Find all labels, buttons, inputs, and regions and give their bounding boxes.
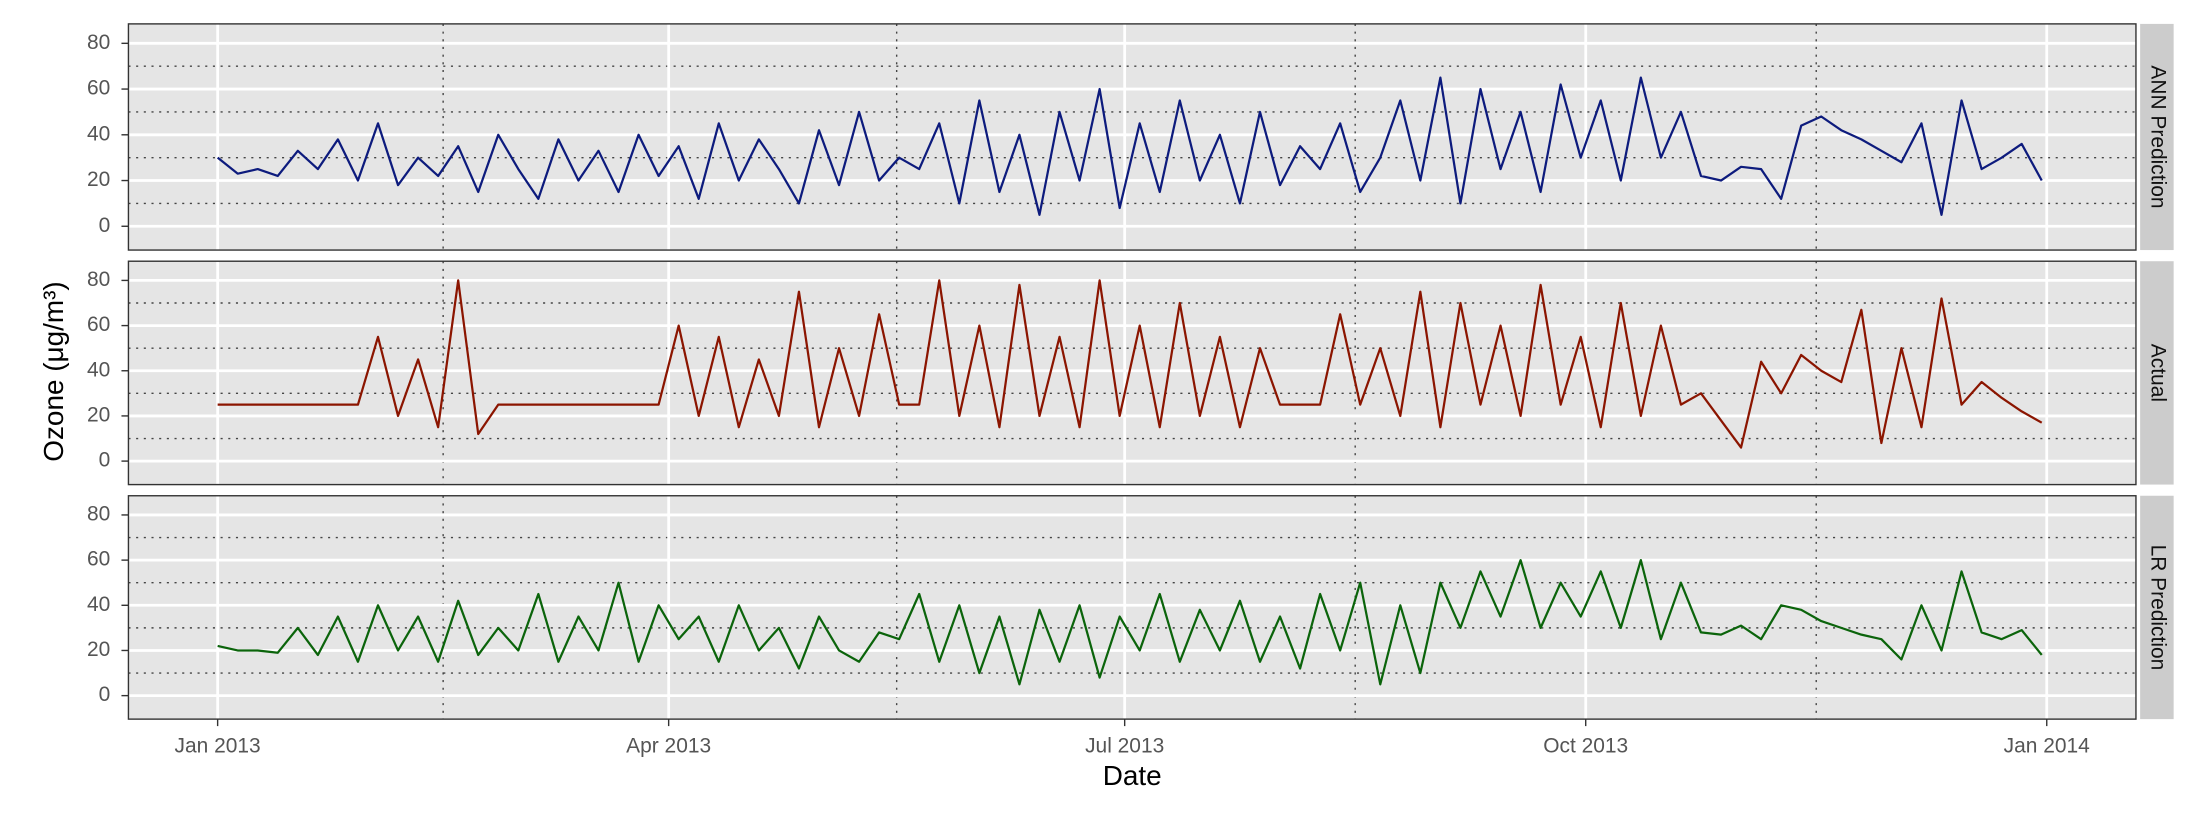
y-tick-label: 20 (87, 403, 110, 426)
panel-background (128, 495, 2136, 720)
y-tick-label: 40 (87, 593, 110, 616)
x-tick-label: Jan 2014 (2004, 735, 2091, 758)
y-tick-label: 20 (87, 168, 110, 191)
strip (2140, 495, 2174, 720)
y-tick-label: 40 (87, 122, 110, 145)
y-tick-label: 0 (99, 683, 111, 706)
y-tick-label: 80 (87, 31, 110, 54)
strip (2140, 261, 2174, 485)
panel-border (127, 23, 2137, 251)
series-line (217, 559, 2043, 686)
strip-label: ANN Prediction (2146, 65, 2169, 208)
panel-background (128, 23, 2136, 251)
y-tick-label: 60 (87, 77, 110, 100)
strip (2140, 23, 2174, 251)
strip-label: LR Prediction (2146, 545, 2169, 671)
y-tick-label: 80 (87, 502, 110, 525)
x-tick-label: Jul 2013 (1085, 735, 1164, 758)
strip-label: Actual (2146, 344, 2169, 402)
x-tick-label: Oct 2013 (1543, 735, 1628, 758)
y-tick-label: 60 (87, 548, 110, 571)
series-line (216, 76, 2043, 216)
y-tick-label: 0 (99, 214, 111, 237)
panel-background (128, 261, 2136, 485)
y-tick-label: 20 (87, 638, 110, 661)
y-tick-label: 80 (87, 268, 110, 291)
y-tick-label: 0 (99, 449, 111, 472)
x-tick-label: Apr 2013 (626, 735, 711, 758)
y-tick-label: 60 (87, 313, 110, 336)
x-tick-label: Jan 2013 (175, 735, 261, 758)
panel-border (127, 495, 2137, 720)
x-axis-label: Date (1103, 760, 1162, 791)
panel-border (127, 260, 2137, 486)
y-tick-label: 40 (87, 358, 110, 381)
series-line (217, 279, 2043, 449)
y-axis-label: Ozone (μg/m³) (38, 281, 69, 461)
